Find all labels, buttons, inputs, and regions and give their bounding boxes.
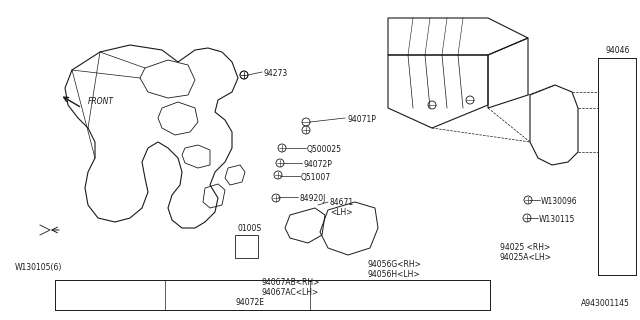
Text: W130096: W130096	[541, 197, 578, 206]
Text: <LH>: <LH>	[330, 208, 353, 217]
Text: 94025A<LH>: 94025A<LH>	[500, 253, 552, 262]
Text: 94273: 94273	[263, 69, 287, 78]
Text: 84671: 84671	[330, 198, 354, 207]
Text: W130115: W130115	[539, 215, 575, 224]
Text: W130105(6): W130105(6)	[15, 263, 62, 272]
Text: 94071P: 94071P	[347, 115, 376, 124]
Text: 94067AC<LH>: 94067AC<LH>	[262, 288, 319, 297]
Text: 94067AB<RH>: 94067AB<RH>	[262, 278, 321, 287]
Text: 94072P: 94072P	[303, 160, 332, 169]
Text: 84920J: 84920J	[299, 194, 325, 203]
Text: Q51007: Q51007	[301, 173, 331, 182]
Text: A943001145: A943001145	[581, 299, 630, 308]
Text: 94056H<LH>: 94056H<LH>	[368, 270, 420, 279]
Text: 94025 <RH>: 94025 <RH>	[500, 243, 550, 252]
Text: Q500025: Q500025	[307, 145, 342, 154]
Text: FRONT: FRONT	[88, 97, 114, 106]
Text: 0100S: 0100S	[238, 224, 262, 233]
Text: 94056G<RH>: 94056G<RH>	[368, 260, 422, 269]
Text: 94046: 94046	[605, 46, 629, 55]
Text: 94072E: 94072E	[235, 298, 264, 307]
